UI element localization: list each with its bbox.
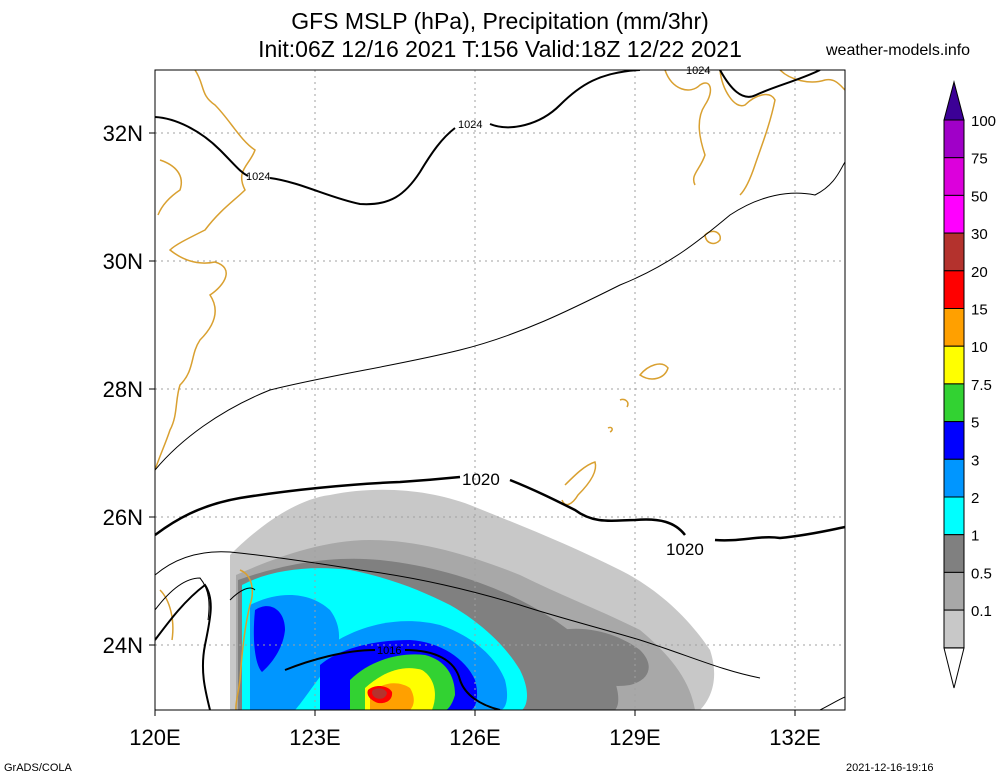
legend-swatch [943,194,965,234]
isobar-label: 1016 [377,645,401,657]
legend-swatch [943,345,965,385]
legend-swatch [943,571,965,611]
site-credit: weather-models.info [826,42,971,59]
legend-bottom-arrow [943,647,965,689]
lat-label: 28N [103,377,143,402]
legend-label: 100 [971,113,996,130]
coast-kyushu [664,70,776,196]
chart-title: GFS MSLP (hPa), Precipitation (mm/3hr) [291,8,709,34]
legend-label: 20 [971,264,988,281]
legend-swatch [943,308,965,347]
legend-swatch [943,383,965,423]
footer-software: GrADS/COLA [4,762,72,774]
coast-china [155,70,256,471]
lat-label: 32N [103,121,143,146]
legend-label: 75 [971,151,988,168]
legend-swatch [943,458,965,498]
isobar-label: 1024 [246,171,270,183]
lat-label: 24N [103,633,143,658]
precip-gray-blob [560,628,649,686]
legend-label: 2 [971,490,979,507]
island-okinawa [561,461,597,506]
latitude-labels: 32N 30N 28N 26N 24N [103,121,143,658]
island-amami [638,363,669,380]
precip-30 [372,688,387,699]
legend-swatch [943,232,965,272]
coast-china-inner [157,159,182,216]
axis-ticks [149,132,796,716]
coast-honshu [779,70,845,91]
lat-label: 26N [103,505,143,530]
isobar-1016-c [404,649,501,710]
legend-swatch [943,421,965,460]
legend-label: 15 [971,302,988,319]
legend-label: 7.5 [971,377,992,394]
isobar-label: 1020 [666,540,704,559]
isobar-1024-b [269,127,456,206]
chart-subtitle: Init:06Z 12/16 2021 T:156 Valid:18Z 12/2… [258,36,742,62]
island-yakushima [704,230,721,245]
legend-swatch [943,496,965,536]
legend-label: 10 [971,339,988,356]
island-ryukyu-small [607,398,629,433]
legend-label: 1 [971,528,979,545]
isobar-1016-e [819,696,845,710]
coastlines [155,70,845,710]
legend-swatch [943,609,965,649]
legend-label: 3 [971,452,979,469]
isobar-1014 [155,577,256,621]
legend-label: 0.5 [971,565,992,582]
lon-label: 129E [609,725,660,750]
legend-label: 5 [971,415,979,432]
isobar-label: 1024 [458,119,482,131]
longitude-labels: 120E 123E 126E 129E 132E [129,725,820,750]
isobars [155,70,845,710]
isobar-1024-c [489,70,641,129]
precip-legend: 100 75 50 30 20 15 10 7.5 5 3 2 1 0.5 0.1 [943,80,996,689]
footer-timestamp: 2021-12-16-19:16 [846,762,934,774]
legend-top-arrow [943,80,965,121]
isobar-1018 [155,551,761,679]
legend-swatch [943,534,965,573]
isobar-1020-c [714,525,845,542]
isobar-1024-d [719,70,821,98]
coast-taiwan-west [159,589,174,641]
legend-label: 0.1 [971,603,992,620]
isobar-1016-a [155,583,212,710]
legend-label: 50 [971,188,988,205]
lon-label: 126E [449,725,500,750]
precip-5 [253,606,285,672]
isobar-1020-a [155,475,461,537]
lon-label: 123E [289,725,340,750]
legend-label: 30 [971,226,988,243]
lon-label: 132E [769,725,820,750]
legend-swatch [943,270,965,309]
lat-label: 30N [103,249,143,274]
isobar-1016-b [284,649,376,671]
legend-swatch [943,157,965,196]
isobar-labels: 1024 1024 1024 1020 1020 1016 [246,65,710,657]
plot-frame [154,69,846,711]
isobar-1020-b [509,478,686,536]
lon-label: 120E [129,725,180,750]
coast-taiwan [235,569,253,710]
isobar-label: 1024 [686,65,710,77]
isobar-1024-a [155,116,249,177]
legend-swatch [943,119,965,159]
precipitation-field [230,489,715,710]
isobar-label: 1020 [462,470,500,489]
isobar-1022 [155,161,845,471]
graticule [155,70,845,710]
